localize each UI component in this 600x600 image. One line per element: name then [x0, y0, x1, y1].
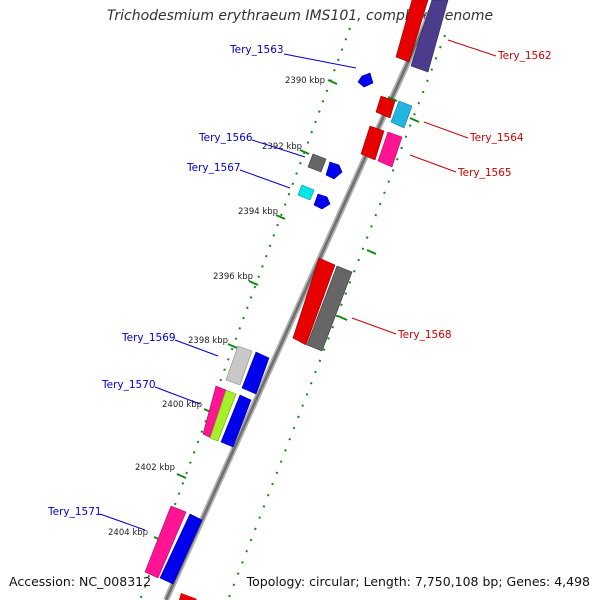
kbp-tick-label: 2398 kbp [188, 336, 228, 346]
kbp-tick-label: 2402 kbp [135, 463, 175, 473]
gene-tery-1566[interactable] [325, 161, 343, 180]
gene-tery-1567[interactable] [297, 184, 315, 201]
kbp-tick-label: 2396 kbp [213, 272, 253, 282]
gene-label-tery-1564[interactable]: Tery_1564 [469, 132, 524, 144]
gene-label-tery-1565[interactable]: Tery_1565 [457, 167, 512, 179]
gene-tery-1562-partner[interactable] [410, 0, 449, 73]
gene-tery-1565[interactable] [360, 125, 385, 161]
kbp-tick-label: 2394 kbp [238, 207, 278, 217]
gene-label-tery-1570[interactable]: Tery_1570 [101, 379, 156, 391]
gene-labels: Tery_1563 Tery_1562 Tery_1564 Tery_1565 … [47, 44, 552, 518]
label-connectors [99, 39, 497, 531]
gene-label-tery-1563[interactable]: Tery_1563 [229, 44, 284, 56]
left-tick-track [139, 27, 351, 600]
kbp-tick-label: 2392 kbp [262, 142, 302, 152]
gene-tery-1564[interactable] [375, 95, 396, 119]
gene-label-tery-1569[interactable]: Tery_1569 [121, 332, 176, 344]
gene-tery-1565-pink[interactable] [377, 131, 403, 168]
gene-tery-1571-blue[interactable] [159, 513, 203, 585]
gene-tery-1570[interactable] [220, 394, 252, 448]
gene-tery-1571[interactable] [144, 505, 187, 579]
gene-label-tery-1566[interactable]: Tery_1566 [198, 132, 253, 144]
gene-partial-bottom [179, 593, 197, 600]
gene-tery-1563[interactable] [357, 72, 374, 88]
gene-tery-1568-gray[interactable] [306, 265, 353, 352]
gene-tery-1566-gray[interactable] [307, 153, 327, 173]
gene-tery-1568[interactable] [292, 257, 336, 346]
gene-label-tery-1567[interactable]: Tery_1567 [186, 162, 241, 174]
gene-tery-1569[interactable] [225, 345, 253, 386]
accession-label: Accession: NC_008312 [9, 574, 152, 589]
map-title: Trichodesmium erythraeum IMS101, complet… [106, 8, 494, 24]
gene-tery-1564-cyan[interactable] [390, 100, 413, 129]
gene-label-tery-1568[interactable]: Tery_1568 [397, 329, 452, 341]
gene-tery-1562[interactable] [395, 0, 429, 63]
gene-tery-1567-blue[interactable] [313, 193, 331, 210]
kbp-tick-label: 2390 kbp [285, 76, 325, 86]
gene-label-tery-1562[interactable]: Tery_1562 [497, 50, 552, 62]
gene-label-tery-1571[interactable]: Tery_1571 [47, 506, 102, 518]
gene-tery-1570-green[interactable] [209, 389, 237, 442]
kbp-tick-label: 2400 kbp [162, 400, 202, 410]
gene-tery-1569-blue[interactable] [241, 351, 270, 395]
kbp-tick-label: 2404 kbp [108, 528, 148, 538]
gene-features [144, 0, 449, 600]
genome-summary: Topology: circular; Length: 7,750,108 bp… [246, 574, 590, 589]
kbp-tick-labels: 2390 kbp 2392 kbp 2394 kbp 2396 kbp 2398… [108, 76, 325, 538]
right-tick-track [227, 34, 446, 600]
